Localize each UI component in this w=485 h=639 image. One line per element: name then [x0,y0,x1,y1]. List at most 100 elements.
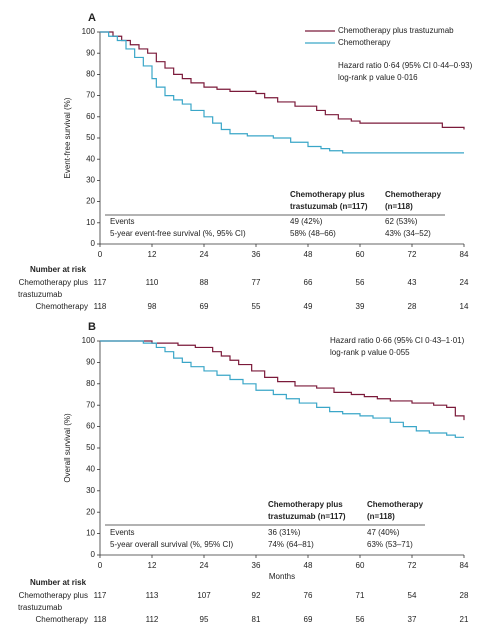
survival-curve [100,340,465,421]
x-tick-label: 48 [304,250,313,259]
y-tick-label: 40 [86,465,95,474]
y-tick-label: 10 [86,529,95,538]
risk-count: 43 [408,278,417,287]
x-tick-label: 0 [98,561,103,570]
risk-count: 69 [304,615,313,624]
x-tick-label: 12 [148,250,157,259]
y-tick-label: 0 [91,239,96,248]
y-tick-label: 90 [86,358,95,367]
risk-count: 39 [356,302,365,311]
table-cell: 5-year overall survival (%, 95% CI) [110,540,233,549]
panel-letter: A [88,12,96,24]
table-header: (n=118) [367,512,395,521]
x-tick-label: 24 [200,561,209,570]
x-tick-label: 60 [356,250,365,259]
risk-count: 56 [356,615,365,624]
x-tick-label: 84 [460,250,469,259]
risk-count: 88 [200,278,209,287]
risk-count: 112 [146,615,159,624]
risk-count: 118 [94,615,107,624]
risk-count: 107 [197,591,211,600]
table-cell: 36 (31%) [268,528,301,537]
table-cell: 62 (53%) [385,217,418,226]
risk-label: Chemotherapy plus [19,278,88,287]
x-axis-label: Months [269,572,295,581]
risk-count: 49 [304,302,313,311]
risk-count: 71 [356,591,365,600]
risk-label: trastuzumab [18,290,63,299]
risk-count: 92 [252,591,261,600]
y-tick-label: 20 [86,197,95,206]
table-cell: 49 (42%) [290,217,323,226]
y-tick-label: 80 [86,379,95,388]
legend-label: Chemotherapy plus trastuzumab [338,26,454,35]
y-tick-label: 10 [86,218,95,227]
table-cell: 58% (48–66) [290,229,336,238]
risk-count: 81 [252,615,261,624]
risk-count: 113 [146,591,159,600]
table-cell: 74% (64–81) [268,540,314,549]
risk-label: trastuzumab [18,603,63,612]
survival-curve [100,31,465,130]
risk-count: 14 [460,302,469,311]
y-tick-label: 60 [86,422,95,431]
y-tick-label: 80 [86,70,95,79]
table-header: Chemotherapy plus [290,190,365,199]
risk-count: 66 [304,278,313,287]
x-tick-label: 48 [304,561,313,570]
risk-count: 28 [460,591,469,600]
risk-count: 24 [460,278,469,287]
risk-count: 55 [252,302,261,311]
x-tick-label: 72 [408,250,417,259]
risk-count: 37 [408,615,417,624]
table-cell: 5-year event-free survival (%, 95% CI) [110,229,246,238]
risk-count: 69 [200,302,209,311]
y-tick-label: 20 [86,507,95,516]
risk-count: 21 [460,615,469,624]
table-header: trastuzumab (n=117) [290,202,368,211]
x-tick-label: 36 [252,250,261,259]
table-header: trastuzumab (n=117) [268,512,346,521]
risk-count: 117 [94,591,107,600]
y-tick-label: 30 [86,176,95,185]
risk-count: 118 [94,302,107,311]
x-tick-label: 36 [252,561,261,570]
survival-curve [100,340,464,438]
y-axis-label: Overall survival (%) [63,413,72,483]
risk-title: Number at risk [30,265,87,274]
legend-label: Chemotherapy [338,38,390,47]
y-tick-label: 50 [86,133,95,142]
x-tick-label: 84 [460,561,469,570]
x-tick-label: 60 [356,561,365,570]
risk-count: 54 [408,591,417,600]
table-header: Chemotherapy [385,190,442,199]
risk-count: 98 [148,302,157,311]
risk-count: 110 [146,278,159,287]
x-tick-label: 12 [148,561,157,570]
risk-count: 77 [252,278,261,287]
risk-count: 95 [200,615,209,624]
table-cell: 47 (40%) [367,528,400,537]
x-tick-label: 72 [408,561,417,570]
table-cell: 63% (53–71) [367,540,413,549]
risk-count: 56 [356,278,365,287]
table-cell: Events [110,528,134,537]
table-cell: 43% (34–52) [385,229,431,238]
y-tick-label: 40 [86,154,95,163]
annotation: Hazard ratio 0·64 (95% CI 0·44–0·93) [338,61,473,70]
risk-label: Chemotherapy plus [19,591,88,600]
risk-count: 28 [408,302,417,311]
table-header: Chemotherapy [367,500,424,509]
annotation: log-rank p value 0·055 [330,348,410,357]
y-tick-label: 70 [86,91,95,100]
survival-curve [100,31,464,154]
panel-letter: B [88,321,96,333]
table-header: (n=118) [385,202,413,211]
x-tick-label: 0 [98,250,103,259]
y-tick-label: 50 [86,443,95,452]
risk-label: Chemotherapy [36,302,88,311]
y-tick-label: 30 [86,486,95,495]
annotation: log-rank p value 0·016 [338,73,418,82]
y-tick-label: 60 [86,112,95,121]
